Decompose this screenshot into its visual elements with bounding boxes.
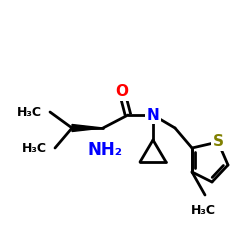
Text: NH₂: NH₂ xyxy=(88,141,122,159)
Text: H₃C: H₃C xyxy=(22,142,47,154)
Text: O: O xyxy=(116,84,128,100)
Text: S: S xyxy=(212,134,224,150)
Text: H₃C: H₃C xyxy=(190,204,216,218)
Text: N: N xyxy=(146,108,160,122)
Polygon shape xyxy=(72,124,103,132)
Text: H₃C: H₃C xyxy=(17,106,42,118)
